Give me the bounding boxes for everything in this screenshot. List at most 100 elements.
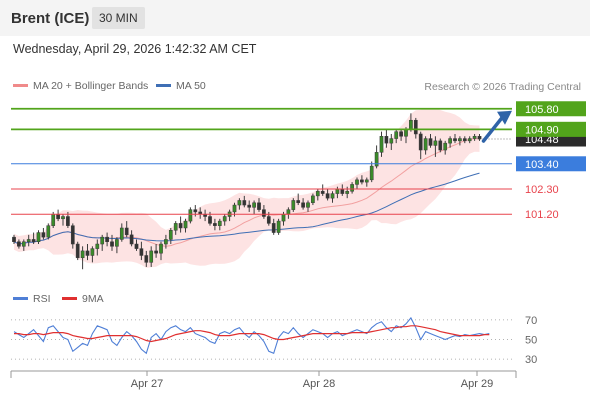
last-price-label: 104.48 [525,134,559,146]
axis-tick-label: Apr 28 [303,378,335,390]
candle-body [271,223,276,233]
candle-body [281,213,286,222]
candle [374,145,379,169]
candle-body [242,200,247,206]
candle [115,237,119,254]
candle-body [75,243,80,259]
candle [360,175,364,185]
candle-body [379,136,384,153]
level-resistance: 105.80 [11,101,586,117]
instrument-title: Brent (ICE) [11,10,90,27]
candle [222,214,227,226]
candle-body [66,216,70,226]
candle [144,250,149,267]
candle-body [257,202,261,210]
candle [350,182,354,194]
rsi-panel: 70 50 30 [11,315,537,366]
candle-body [433,140,438,146]
legend-rsi-label: RSI [33,293,51,305]
candle-body [173,223,178,231]
candle [364,177,369,187]
candle [90,246,95,263]
candle-body [110,241,114,247]
candle [247,200,252,212]
candle-body [36,232,41,242]
candle-body [374,152,379,167]
candle-body [46,225,51,238]
candle [355,177,359,189]
axis-tick-label: Apr 29 [461,378,493,390]
legend-bollinger-swatch [13,83,28,87]
candle-body [296,200,301,204]
candle [129,230,134,247]
candle-body [266,216,271,224]
candle-body [17,241,21,247]
candle [100,234,105,251]
candle-body [320,191,325,194]
candle [423,136,428,155]
candle [124,221,129,238]
candle-body [462,138,467,142]
candle [217,218,222,231]
candle-body [129,234,134,245]
candle [164,234,168,249]
candle [139,241,144,261]
candle-body [217,220,222,226]
candle-body [340,188,345,194]
candle-body [26,239,31,242]
candle-body [350,184,354,192]
candle-body [56,213,60,220]
candle [188,207,193,224]
time-axis: Apr 27 Apr 28 Apr 29 [10,370,517,390]
rsi-tick-label: 70 [525,315,537,327]
candle [154,244,158,258]
candle [384,129,389,148]
candle-body [291,200,296,210]
candle [183,218,188,233]
candle-body [369,165,374,181]
candle-body [247,204,252,208]
candle [306,200,310,212]
candle-body [105,236,109,242]
candle-body [428,138,433,146]
candle-body [124,227,129,236]
candle [296,193,301,206]
rsi-tick-label: 30 [525,354,537,366]
candle [105,232,109,247]
legend-bollinger: MA 20 + Bollinger Bands [13,80,148,92]
candle-body [164,239,168,245]
candle [428,133,433,148]
interval-button[interactable]: 30 MIN [92,7,145,29]
legend-bollinger-label: MA 20 + Bollinger Bands [33,80,149,92]
candle [252,200,256,215]
level-label: 102.30 [525,184,559,196]
candle [36,230,41,245]
candle-body [335,188,340,194]
candle [149,246,154,267]
candle [399,129,403,141]
candle-body [394,131,399,139]
candle-body [80,250,85,259]
forecast-arrow-shaft [481,116,504,143]
candle-body [12,236,16,242]
price-panel [12,108,482,270]
candle [61,214,65,226]
candle-body [443,142,448,151]
level-label-front: 104.90 [525,124,559,136]
candle [271,218,276,235]
candle-body [418,133,423,151]
candle-body [154,250,158,254]
candle [41,227,46,240]
candle [453,133,457,144]
candle-body [311,195,315,204]
rsi-9ma-line [14,325,490,343]
candle [276,218,281,235]
candle-body [360,179,364,183]
candle [413,117,418,139]
candle-body [345,191,350,194]
level-pivot: 103.40 [11,156,586,172]
candle [80,246,85,270]
legend-ma50-label: MA 50 [176,80,206,92]
rsi-line [13,316,490,355]
